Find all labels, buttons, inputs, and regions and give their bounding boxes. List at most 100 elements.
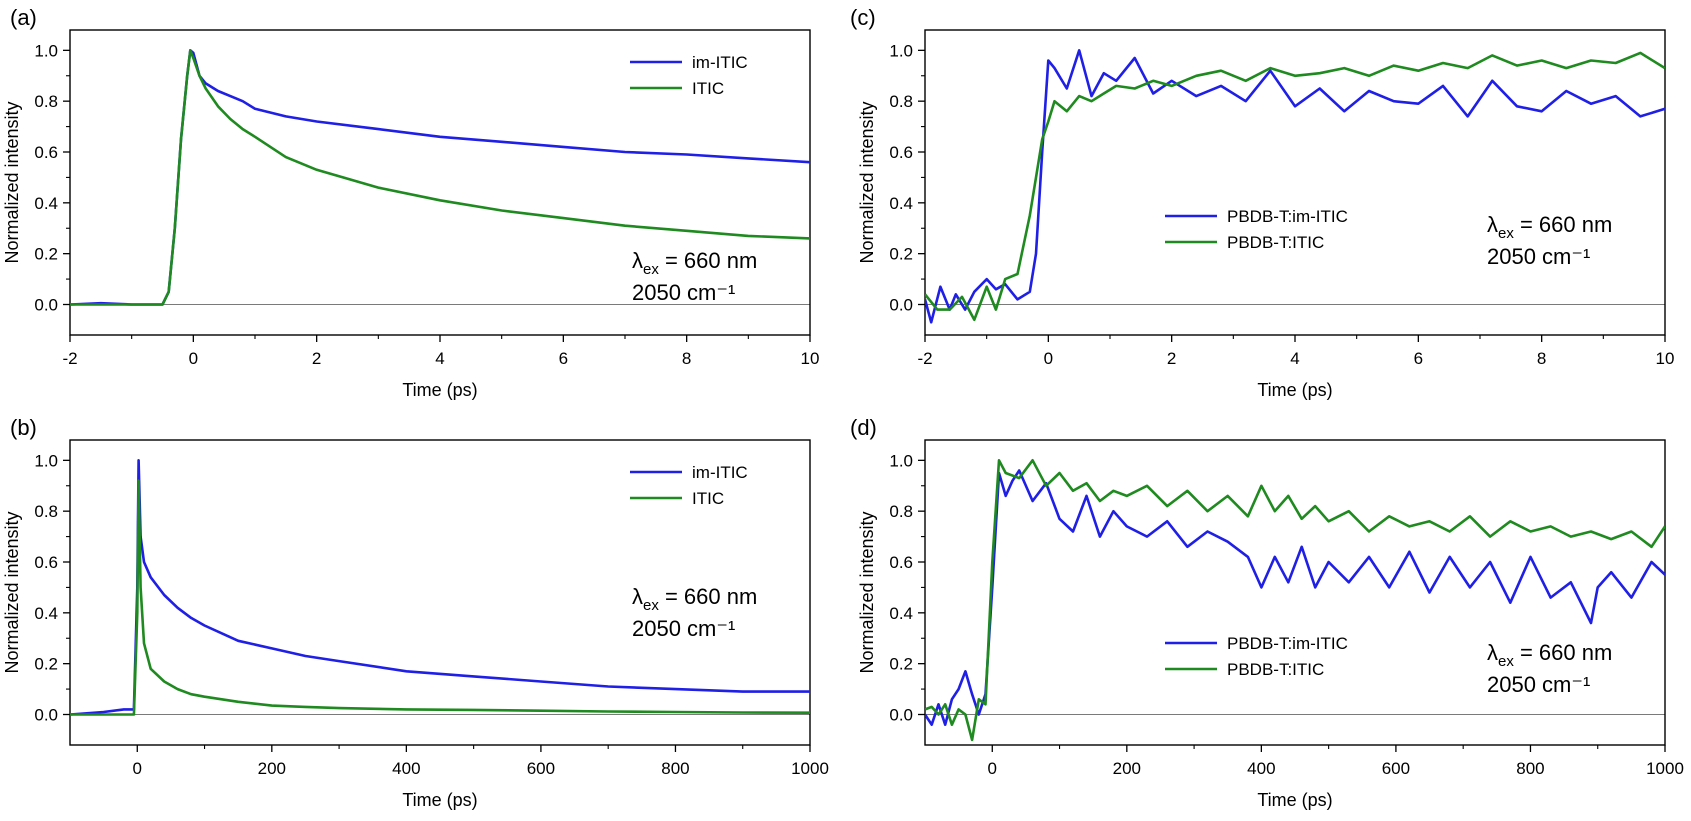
y-axis-label: Normalized intensity — [2, 101, 22, 263]
legend: im-ITIC ITIC — [630, 53, 748, 98]
y-tick-label: 0.2 — [889, 245, 913, 264]
x-tick-label: 6 — [1414, 349, 1423, 368]
panel-label: (d) — [850, 415, 877, 440]
annotation-wavenumber: 2050 cm⁻¹ — [1487, 244, 1590, 269]
annotation-excitation: λex = 660 nm — [632, 248, 757, 278]
x-tick-label: 200 — [1113, 759, 1141, 778]
x-axis-label: Time (ps) — [402, 380, 477, 400]
y-tick-label: 0.4 — [34, 604, 58, 623]
x-tick-label: 2 — [1167, 349, 1176, 368]
chart-panel-d: (d) 0 200 400 600 800 1000 0.0 0.2 0.4 0.6 0.8 1.0 Ti… — [850, 415, 1684, 810]
annotation-wavelength: = 660 nm — [659, 584, 757, 609]
series-line-pbdb-t-itic — [925, 51, 1665, 322]
y-axis-label: Normalized intensity — [2, 511, 22, 673]
y-axis-label: Normalized intensity — [857, 101, 877, 263]
y-tick-label: 0.8 — [34, 92, 58, 111]
annotation-excitation: λex = 660 nm — [1487, 212, 1612, 242]
legend: PBDB-T:im-ITIC PBDB-T:ITIC — [1165, 634, 1348, 679]
panel-label: (b) — [10, 415, 37, 440]
annotation-wavenumber: 2050 cm⁻¹ — [632, 280, 735, 305]
y-tick-label: 1.0 — [34, 451, 58, 470]
x-tick-label: 0 — [189, 349, 198, 368]
y-tick-label: 0.6 — [889, 143, 913, 162]
legend-entry: im-ITIC — [692, 463, 748, 482]
series-line-pbdb-t-im-itic — [925, 49, 1665, 324]
series-line-itic — [70, 479, 810, 716]
panel-label: (c) — [850, 5, 876, 30]
y-tick-label: 1.0 — [889, 451, 913, 470]
annotation-lambda: λ — [632, 248, 643, 273]
x-axis-label: Time (ps) — [1257, 790, 1332, 810]
y-tick-label: 0.4 — [889, 604, 913, 623]
x-tick-label: 1000 — [791, 759, 829, 778]
x-tick-label: 800 — [1516, 759, 1544, 778]
plot-frame — [69, 439, 811, 746]
y-tick-label: 0.0 — [889, 706, 913, 725]
legend-entry: PBDB-T:im-ITIC — [1227, 207, 1348, 226]
legend-entry: ITIC — [692, 489, 724, 508]
annotation-subscript: ex — [1498, 653, 1514, 670]
x-tick-label: 10 — [1656, 349, 1675, 368]
x-tick-label: 400 — [1247, 759, 1275, 778]
series-line-pbdb-t-im-itic — [925, 469, 1665, 726]
y-tick-label: 0.6 — [889, 553, 913, 572]
annotation-excitation: λex = 660 nm — [1487, 640, 1612, 670]
annotation-lambda: λ — [1487, 212, 1498, 237]
y-axis-label: Normalized intensity — [857, 511, 877, 673]
x-tick-label: 600 — [1382, 759, 1410, 778]
y-tick-label: 0.8 — [34, 502, 58, 521]
y-tick-label: 0.0 — [34, 706, 58, 725]
y-tick-label: 0.6 — [34, 553, 58, 572]
plot-frame — [924, 439, 1666, 746]
y-tick-label: 0.0 — [34, 296, 58, 315]
annotation-lambda: λ — [1487, 640, 1498, 665]
x-tick-label: 0 — [133, 759, 142, 778]
y-tick-label: 1.0 — [34, 41, 58, 60]
x-tick-label: 400 — [392, 759, 420, 778]
legend-entry: PBDB-T:ITIC — [1227, 233, 1324, 252]
y-tick-label: 1.0 — [889, 41, 913, 60]
panel-label: (a) — [10, 5, 37, 30]
y-tick-label: 0.4 — [34, 194, 58, 213]
annotation-lambda: λ — [632, 584, 643, 609]
annotation-wavelength: = 660 nm — [659, 248, 757, 273]
x-tick-label: 4 — [435, 349, 444, 368]
x-tick-label: 8 — [1537, 349, 1546, 368]
annotation-wavelength: = 660 nm — [1514, 212, 1612, 237]
x-tick-label: 200 — [258, 759, 286, 778]
x-tick-label: 1000 — [1646, 759, 1684, 778]
x-tick-label: 6 — [559, 349, 568, 368]
x-tick-label: -2 — [917, 349, 932, 368]
y-tick-label: 0.4 — [889, 194, 913, 213]
annotation-subscript: ex — [643, 597, 659, 614]
y-tick-label: 0.8 — [889, 92, 913, 111]
chart-panel-a: (a) -2 0 2 4 6 8 10 0.0 0.2 0.4 0.6 0.8 1.0 Time (ps) N… — [2, 5, 819, 400]
x-axis-label: Time (ps) — [1257, 380, 1332, 400]
legend-entry: PBDB-T:ITIC — [1227, 660, 1324, 679]
x-tick-label: 0 — [988, 759, 997, 778]
x-tick-label: 0 — [1044, 349, 1053, 368]
x-tick-label: 600 — [527, 759, 555, 778]
legend-entry: ITIC — [692, 79, 724, 98]
y-tick-label: 0.0 — [889, 296, 913, 315]
x-tick-label: 8 — [682, 349, 691, 368]
annotation-subscript: ex — [643, 261, 659, 278]
y-tick-label: 0.2 — [889, 655, 913, 674]
x-tick-label: 800 — [661, 759, 689, 778]
legend-entry: PBDB-T:im-ITIC — [1227, 634, 1348, 653]
series-line-itic — [70, 49, 810, 306]
y-tick-label: 0.8 — [889, 502, 913, 521]
y-tick-label: 0.2 — [34, 245, 58, 264]
annotation-wavenumber: 2050 cm⁻¹ — [1487, 672, 1590, 697]
x-tick-label: 10 — [801, 349, 820, 368]
x-tick-label: 4 — [1290, 349, 1299, 368]
x-tick-label: -2 — [62, 349, 77, 368]
x-axis-label: Time (ps) — [402, 790, 477, 810]
x-tick-label: 2 — [312, 349, 321, 368]
legend-entry: im-ITIC — [692, 53, 748, 72]
